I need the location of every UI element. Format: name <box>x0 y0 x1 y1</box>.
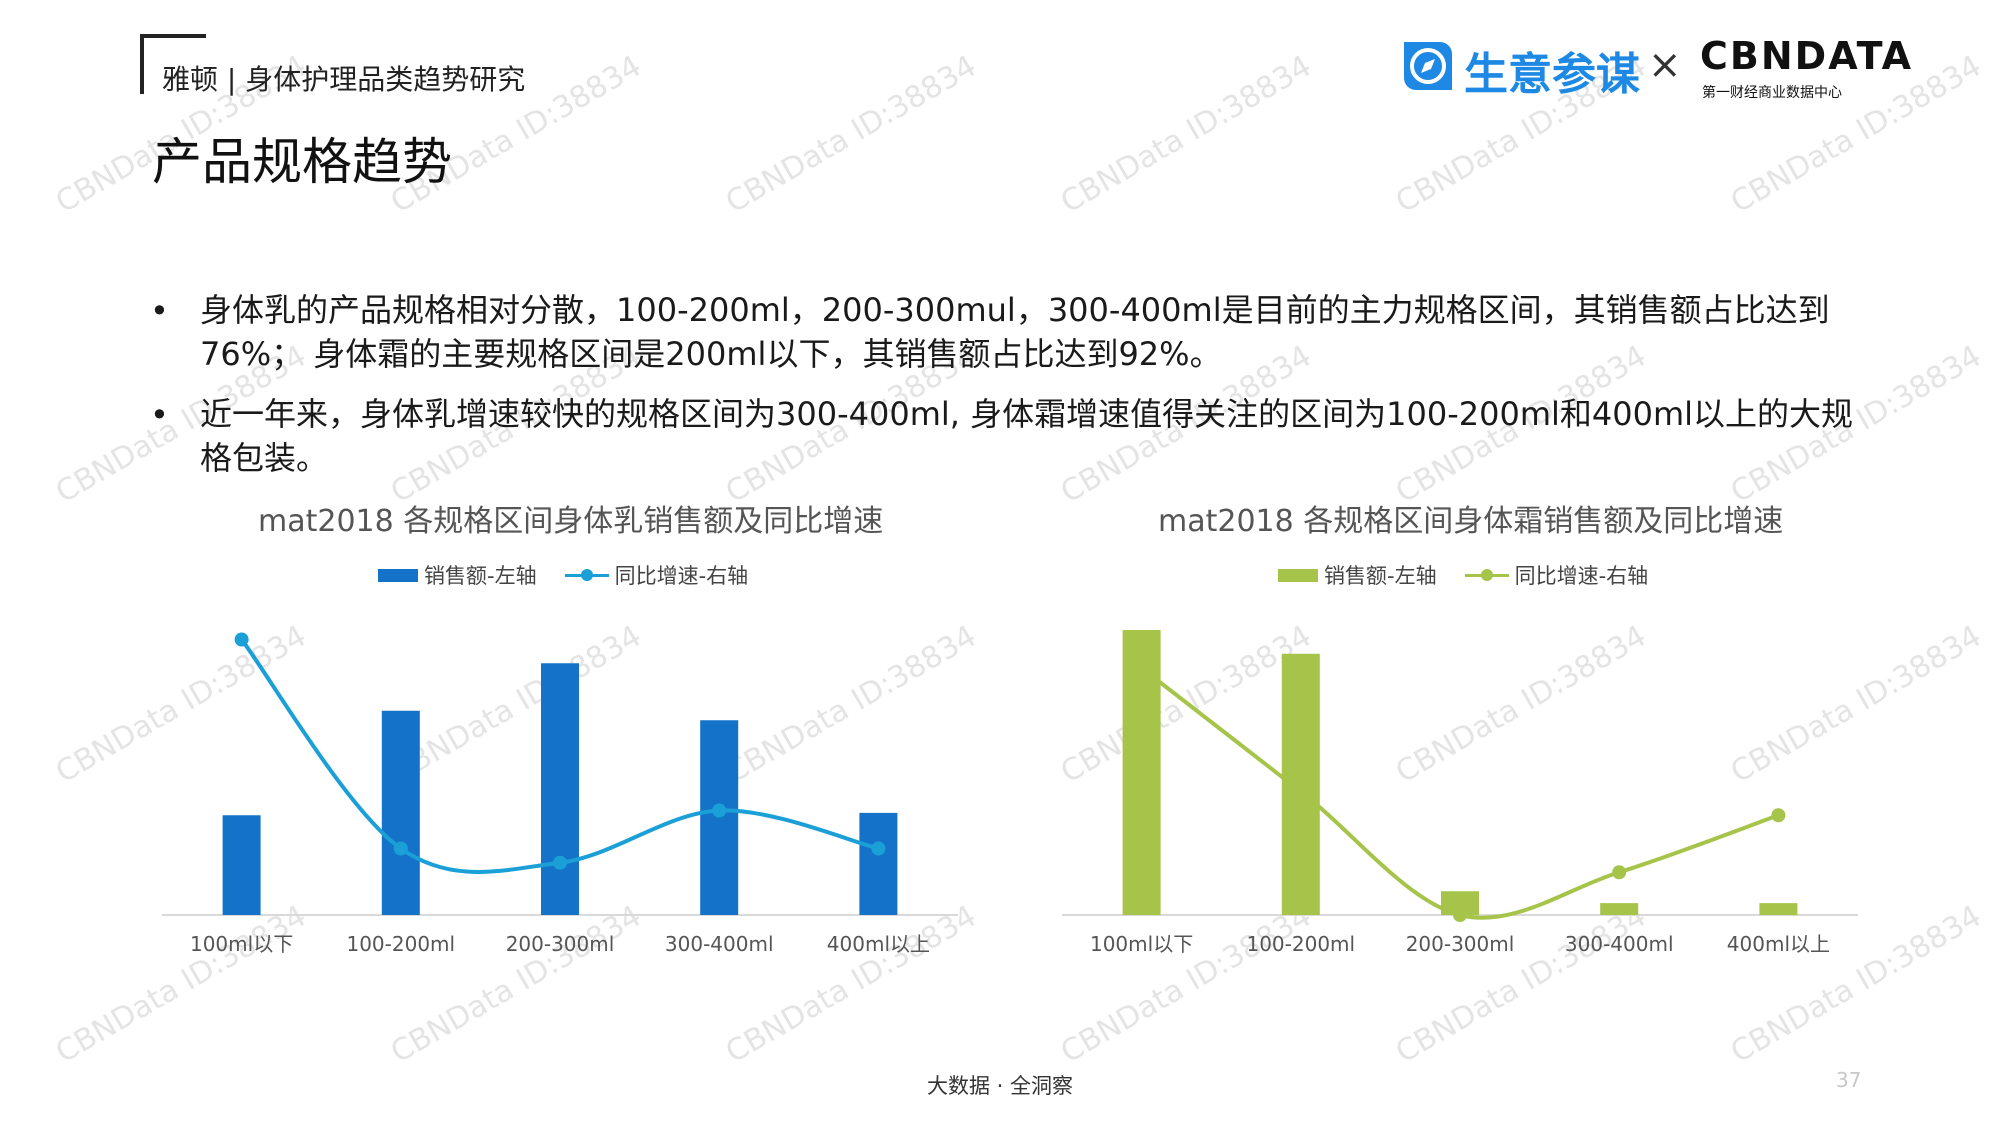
chart-title-cream: mat2018 各规格区间身体霜销售额及同比增速 <box>1158 504 1784 539</box>
lotion-growth-point <box>712 803 727 818</box>
cream-bar <box>1281 653 1320 915</box>
cream-bar <box>1759 903 1798 915</box>
bullet-text: 近一年来，身体乳增速较快的规格区间为300-400ml, 身体霜增速值得关注的区… <box>200 395 1854 477</box>
legend-bar-swatch <box>378 568 418 582</box>
lotion-bar <box>859 812 898 915</box>
lotion-growth-point <box>393 841 408 856</box>
bullet-text: 身体乳的产品规格相对分散，100-200ml，200-300mul，300-40… <box>200 291 1830 373</box>
lotion-bar <box>381 710 420 915</box>
cream-growth-point <box>1293 784 1308 799</box>
report-brand: 雅顿 | 身体护理品类趋势研究 <box>162 63 526 96</box>
lotion-tick-label: 200-300ml <box>506 932 615 956</box>
cream-tick-label: 200-300ml <box>1406 932 1515 956</box>
lotion-bar <box>541 663 579 915</box>
cream-growth-point <box>1453 908 1467 922</box>
legend-line-label: 同比增速-右轴 <box>614 564 749 588</box>
bullet-marker: • <box>150 292 169 330</box>
cbndata-subtitle: 第一财经商业数据中心 <box>1702 85 1842 101</box>
page-title: 产品规格趋势 <box>152 133 452 191</box>
legend-lotion: 销售额-左轴 同比增速-右轴 <box>378 560 748 590</box>
lotion-tick-label: 300-400ml <box>665 932 774 956</box>
footer-slogan: 大数据 · 全洞察 <box>926 1074 1074 1098</box>
lotion-growth-point <box>553 855 567 870</box>
logo-separator: × <box>1648 42 1682 88</box>
bullet-marker: • <box>150 396 169 434</box>
lotion-tick-label: 100-200ml <box>346 932 455 956</box>
lotion-tick-label: 400ml以上 <box>827 932 930 956</box>
lotion-bar <box>700 720 739 915</box>
legend-bar-swatch <box>1278 568 1318 582</box>
lotion-growth-point <box>871 841 886 856</box>
page-number: 37 <box>1836 1068 1862 1092</box>
chart-title-lotion: mat2018 各规格区间身体乳销售额及同比增速 <box>258 504 884 539</box>
cream-bar <box>1600 903 1639 915</box>
legend-line-swatch <box>564 568 609 582</box>
cream-tick-label: 100ml以下 <box>1090 932 1193 956</box>
partner-logo-name: 生意参谋 <box>1464 49 1640 100</box>
cbndata-logo: CBNDATA <box>1700 34 1914 78</box>
lotion-growth-line <box>240 638 879 874</box>
cream-tick-label: 300-400ml <box>1565 932 1674 956</box>
watermark: CBNData ID:38834 <box>720 48 983 221</box>
compass-icon <box>1404 42 1452 90</box>
cream-growth-point <box>1771 808 1786 823</box>
cream-growth-line <box>1140 666 1780 920</box>
lotion-growth-point <box>234 632 249 647</box>
chart-lotion: 100ml以下 100-200ml 200-300ml 300-400ml 400ml以… <box>162 632 958 956</box>
legend-line-swatch <box>1464 568 1509 582</box>
legend-cream: 销售额-左轴 同比增速-右轴 <box>1278 560 1648 590</box>
cream-growth-point <box>1612 865 1627 880</box>
lotion-tick-label: 100ml以下 <box>190 932 293 956</box>
cream-tick-label: 100-200ml <box>1246 932 1355 956</box>
lotion-bar <box>222 815 261 915</box>
cream-bar <box>1441 891 1479 915</box>
legend-line-label: 同比增速-右轴 <box>1514 564 1649 588</box>
watermark: CBNData ID:38834 <box>1055 48 1318 221</box>
legend-bar-label: 销售额-左轴 <box>1324 564 1437 588</box>
cream-tick-label: 400ml以上 <box>1727 932 1830 956</box>
legend-bar-label: 销售额-左轴 <box>424 564 537 588</box>
cream-growth-point <box>1134 661 1149 675</box>
brand-bracket <box>140 34 206 94</box>
chart-cream: 100ml以下 100-200ml 200-300ml 300-400ml 400ml以… <box>1062 630 1858 956</box>
